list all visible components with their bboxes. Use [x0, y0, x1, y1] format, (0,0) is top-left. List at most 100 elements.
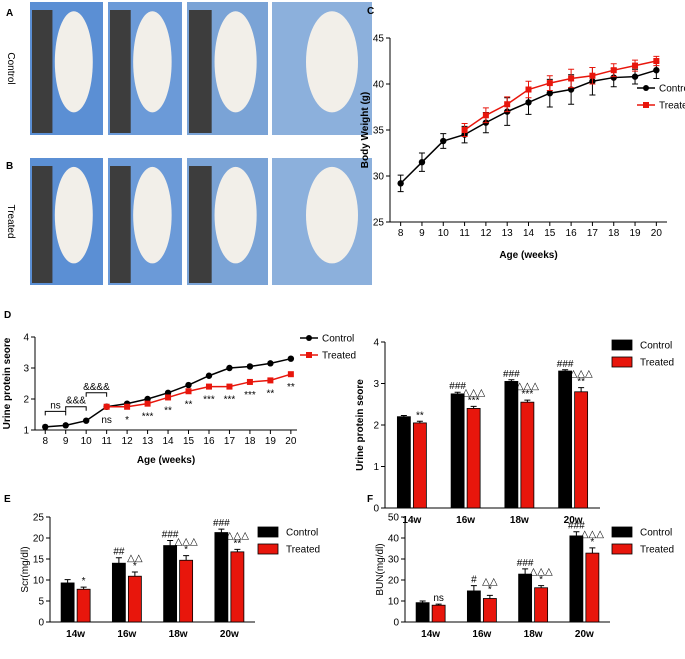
legend-swatch	[257, 543, 279, 555]
mouse	[306, 166, 358, 264]
significance-label: **	[233, 538, 241, 549]
y-tick-label: 25	[373, 218, 385, 229]
significance-label: **	[185, 399, 193, 410]
legend-label: Treated	[640, 545, 674, 556]
error-bar	[454, 391, 461, 394]
significance-label: △△	[482, 576, 498, 587]
x-tick-label: 18w	[169, 629, 188, 640]
error-bar	[508, 379, 515, 382]
y-tick-label: 30	[388, 555, 400, 566]
y-tick-label: 30	[373, 172, 385, 183]
legend-marker	[643, 102, 649, 108]
x-tick-label: 17	[587, 228, 599, 239]
error-bar	[538, 585, 545, 588]
error-bar	[524, 399, 531, 403]
marker	[440, 137, 447, 145]
bar	[127, 575, 142, 623]
marker	[165, 394, 172, 401]
legend-label: Treated	[322, 351, 356, 362]
x-tick-label: 16w	[117, 629, 136, 640]
bar	[482, 598, 497, 623]
marker	[185, 381, 192, 389]
panel-letter: B	[6, 161, 13, 172]
significance-label: #	[471, 575, 477, 586]
significance-label: **	[266, 388, 274, 399]
x-tick-label: 19	[265, 436, 277, 447]
bar	[466, 407, 481, 509]
y-tick-label: 1	[373, 462, 379, 473]
marker	[62, 422, 69, 429]
x-tick-label: 18w	[524, 629, 543, 640]
y-tick-label: 15	[33, 555, 45, 566]
marker	[267, 377, 274, 384]
marker	[246, 363, 254, 370]
significance-label: **	[287, 382, 295, 393]
marker	[631, 73, 639, 80]
y-tick-label: 0	[393, 618, 399, 629]
mouse	[306, 11, 358, 113]
legend-swatch	[611, 526, 633, 538]
legend-label: Treated	[286, 545, 320, 556]
bar	[518, 573, 533, 623]
x-tick-label: 16w	[472, 629, 491, 640]
y-tick-label: 4	[23, 333, 29, 344]
error-bar	[64, 579, 71, 583]
legend-swatch	[611, 356, 633, 368]
mouse	[133, 11, 172, 113]
marker	[267, 360, 274, 367]
error-bar	[470, 405, 477, 409]
group-label: Treated	[5, 204, 16, 238]
marker	[610, 67, 617, 74]
significance-label: ###	[568, 521, 585, 532]
significance-label: ns	[433, 593, 444, 604]
significance-label: △△△	[462, 387, 485, 398]
marker	[461, 127, 468, 133]
error-bar	[234, 548, 241, 552]
marker	[525, 99, 532, 106]
x-tick-label: 12	[480, 228, 492, 239]
legend-label: Control	[659, 84, 685, 95]
x-tick-label: 9	[63, 436, 69, 447]
y-tick-label: 4	[373, 338, 379, 349]
panel-letter: C	[367, 6, 374, 17]
significance-label: △△△	[175, 537, 198, 548]
x-tick-label: 16	[566, 228, 578, 239]
x-tick-label: 20	[651, 228, 663, 239]
marker	[653, 58, 660, 64]
bar	[415, 602, 430, 623]
bar	[569, 535, 584, 623]
legend-label: Control	[322, 334, 354, 345]
group-label: Control	[5, 52, 16, 84]
marker	[205, 372, 213, 379]
y-tick-label: 25	[33, 513, 45, 524]
series-line	[106, 373, 292, 408]
ruler	[189, 10, 212, 133]
y-tick-label: 35	[373, 126, 385, 137]
y-tick-label: 20	[388, 576, 400, 587]
marker	[226, 364, 233, 372]
legend-label: Treated	[659, 101, 685, 112]
y-axis-label: BUN(mg/dl)	[375, 543, 386, 595]
marker	[287, 371, 294, 378]
marker	[144, 400, 151, 407]
marker	[164, 389, 172, 396]
x-axis-label: Age (weeks)	[137, 455, 195, 466]
x-tick-label: 20w	[564, 515, 583, 526]
marker	[653, 67, 660, 74]
panel-letter: A	[6, 8, 13, 19]
significance-label: ***	[203, 395, 215, 406]
bar	[520, 401, 535, 509]
error-bar	[115, 557, 122, 564]
x-tick-label: 16	[203, 436, 215, 447]
significance-label: ###	[503, 369, 520, 380]
mouse	[133, 166, 172, 264]
error-bar	[486, 594, 493, 599]
x-tick-label: 14	[162, 436, 174, 447]
series-line	[464, 60, 657, 131]
error-bar	[435, 603, 442, 606]
y-tick-label: 0	[38, 618, 44, 629]
x-tick-label: 11	[459, 228, 470, 239]
significance-label: △△△	[581, 529, 604, 540]
ruler	[32, 10, 53, 133]
bar	[466, 590, 481, 623]
